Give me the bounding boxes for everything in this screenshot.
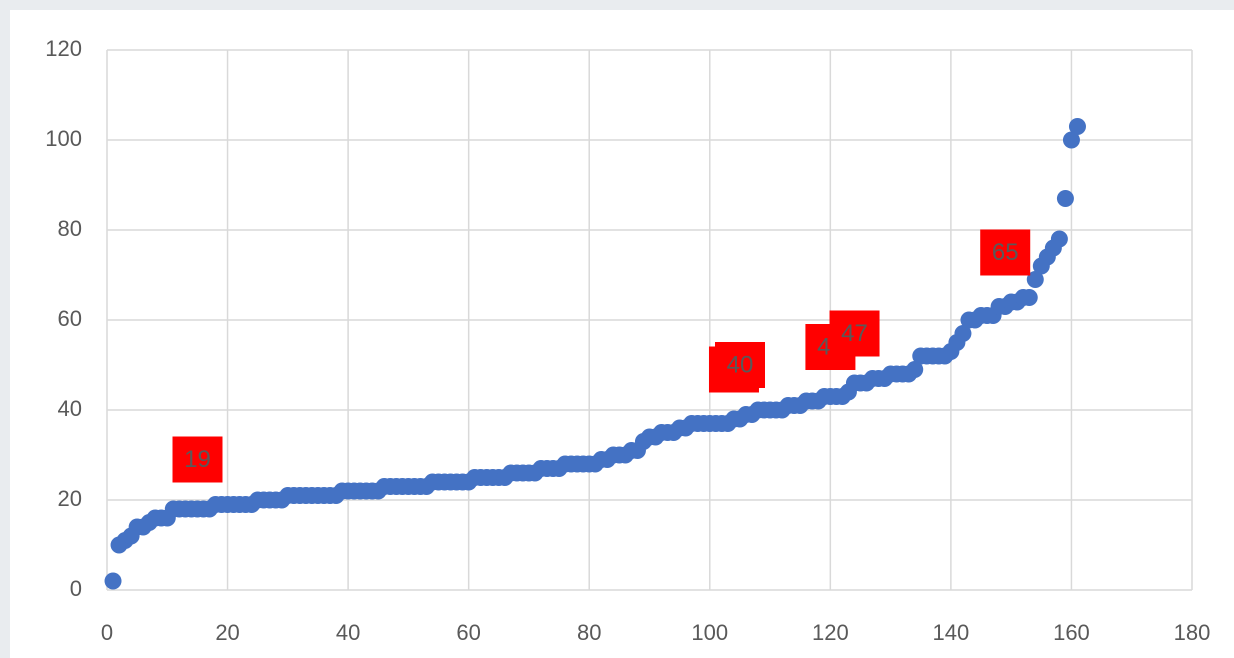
point	[1020, 289, 1038, 306]
x-tick-label: 20	[215, 620, 239, 645]
label-box	[172, 436, 223, 483]
x-tick-label: 140	[933, 620, 970, 645]
y-tick-label: 0	[70, 576, 82, 601]
x-tick-label: 160	[1053, 620, 1090, 645]
x-tick-label: 120	[812, 620, 849, 645]
point	[906, 361, 924, 378]
label-box	[829, 310, 880, 357]
point	[1050, 230, 1068, 248]
y-tick-label: 60	[58, 306, 82, 331]
data-label: 19	[184, 446, 211, 473]
data-label: 40	[727, 351, 754, 378]
point	[1068, 118, 1086, 135]
y-tick-label: 100	[45, 126, 82, 151]
y-tick-label: 40	[58, 396, 82, 421]
point	[954, 325, 972, 342]
data-label: 47	[841, 320, 868, 347]
y-tick-label: 120	[45, 36, 82, 61]
x-tick-label: 100	[691, 620, 728, 645]
point	[1062, 131, 1080, 149]
x-tick-label: 180	[1174, 620, 1211, 645]
x-tick-label: 0	[101, 620, 113, 645]
y-tick-label: 20	[58, 486, 82, 511]
x-tick-label: 40	[336, 620, 360, 645]
point	[104, 572, 122, 590]
y-tick-label: 80	[58, 216, 82, 241]
label-box	[980, 229, 1031, 276]
data-label: 65	[992, 239, 1019, 266]
x-tick-label: 60	[456, 620, 480, 645]
point	[1056, 190, 1074, 207]
point	[1026, 271, 1044, 288]
chart-panel	[10, 10, 1234, 658]
x-tick-label: 80	[577, 620, 601, 645]
label-box	[715, 342, 765, 388]
